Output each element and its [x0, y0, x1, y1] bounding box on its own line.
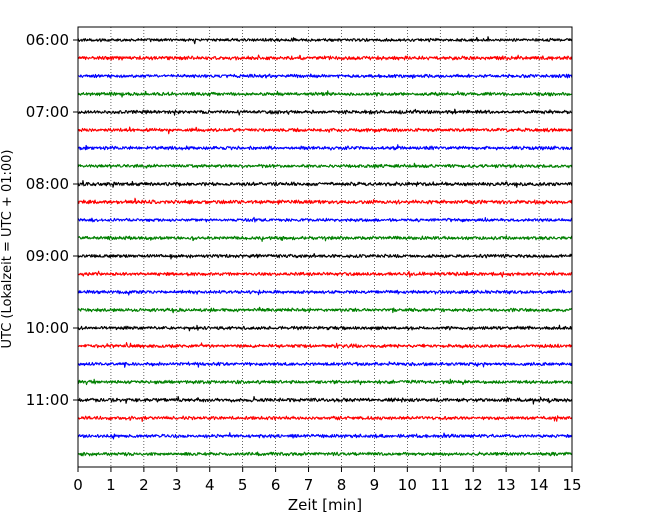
trace-0800	[77, 180, 573, 188]
y-tick-label-06:00: 06:00	[26, 31, 69, 49]
trace-0930	[77, 289, 573, 296]
trace-0730	[77, 144, 573, 151]
trace-0900	[77, 253, 573, 260]
y-tick-label-08:00: 08:00	[26, 175, 69, 193]
x-tick-label-5: 5	[238, 476, 248, 494]
x-tick-label-15: 15	[562, 476, 581, 494]
x-tick-label-13: 13	[497, 476, 516, 494]
trace-0845	[77, 235, 573, 242]
y-axis-ticks: 06:00 07:00 08:00 09:00 10:00 11:00	[26, 31, 78, 409]
x-tick-label-3: 3	[172, 476, 182, 494]
trace-0945	[77, 306, 573, 314]
x-tick-label-10: 10	[398, 476, 417, 494]
trace-1045	[77, 378, 573, 386]
y-tick-label-07:00: 07:00	[26, 103, 69, 121]
trace-0615	[77, 54, 573, 61]
x-axis-label: Zeit [min]	[288, 496, 362, 514]
trace-1100	[77, 395, 573, 405]
x-tick-label-2: 2	[139, 476, 149, 494]
trace-0700	[77, 108, 573, 116]
x-tick-label-11: 11	[431, 476, 450, 494]
trace-1015	[77, 342, 573, 349]
plot-frame	[77, 26, 573, 468]
trace-0915	[77, 270, 573, 278]
y-tick-label-11:00: 11:00	[26, 391, 69, 409]
y-axis-label: UTC (Lokalzeit = UTC + 01:00)	[0, 150, 15, 349]
x-axis-ticks: 0 1 2 3 4 5 6 7 8 9 10 11 12 13 14 15	[73, 467, 582, 494]
x-tick-label-4: 4	[205, 476, 215, 494]
x-tick-label-8: 8	[337, 476, 347, 494]
x-tick-label-0: 0	[73, 476, 83, 494]
x-tick-label-6: 6	[271, 476, 281, 494]
x-tick-label-12: 12	[464, 476, 483, 494]
x-tick-label-7: 7	[304, 476, 314, 494]
trace-1000	[77, 324, 573, 332]
x-tick-label-9: 9	[370, 476, 380, 494]
trace-0630	[77, 73, 573, 79]
trace-0715	[77, 126, 573, 135]
trace-1115	[77, 415, 573, 422]
trace-0830	[77, 216, 573, 223]
trace-lines	[77, 36, 573, 457]
trace-1145	[77, 451, 573, 457]
grid-lines	[110, 27, 540, 467]
trace-0645	[77, 90, 573, 98]
trace-1030	[77, 361, 573, 368]
trace-0745	[77, 162, 573, 169]
y-tick-label-09:00: 09:00	[26, 247, 69, 265]
trace-1130	[77, 432, 573, 440]
y-tick-label-10:00: 10:00	[26, 319, 69, 337]
trace-0600	[77, 36, 573, 45]
trace-0815	[77, 197, 573, 205]
x-tick-label-1: 1	[106, 476, 116, 494]
x-tick-label-14: 14	[530, 476, 549, 494]
